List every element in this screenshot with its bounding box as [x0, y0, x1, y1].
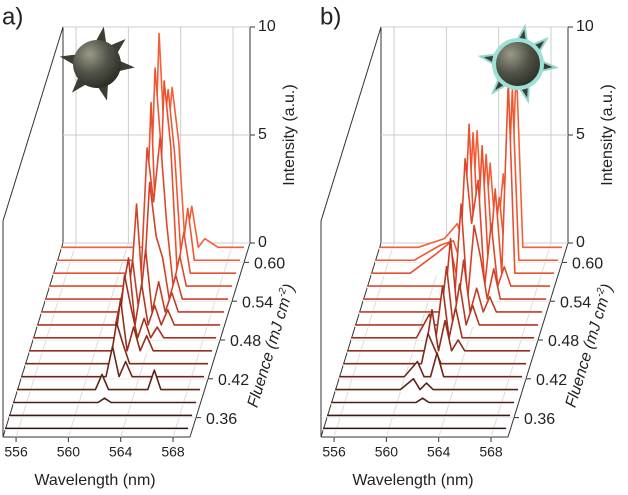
spectrum-line [351, 285, 535, 339]
z-tick-label: 0.42 [536, 372, 567, 389]
trace-fill [29, 298, 213, 353]
x-axis-label: Wavelength (nm) [352, 472, 473, 489]
z-axis-label-sup: -2 [594, 286, 607, 298]
spectrum-line [13, 397, 197, 404]
trace-fill [17, 370, 201, 392]
spectrum-line [339, 352, 523, 378]
sphere [492, 38, 544, 90]
y-tick-label: 10 [576, 18, 594, 35]
z-tick-label: 0.54 [560, 294, 591, 311]
panel-label: b) [320, 3, 341, 30]
trace-fill [331, 398, 515, 405]
y-tick-label: 5 [258, 126, 267, 143]
spectrum-line [17, 369, 201, 391]
trace-fill [25, 322, 209, 366]
spectrum-line [367, 157, 551, 287]
x-tick-label: 568 [479, 444, 503, 460]
z-tick-label: 0.36 [206, 411, 237, 428]
spectrum-line [33, 274, 217, 339]
trace-fill [13, 398, 197, 405]
trace-fill [371, 80, 555, 276]
spectrum-line [41, 248, 225, 313]
spectrum-line [363, 203, 547, 300]
z-tick-label: 0.60 [254, 256, 285, 273]
trace-fill [45, 182, 229, 302]
y-tick-label: 0 [576, 234, 585, 251]
z-axis-label-part: ) [280, 282, 298, 294]
spectrum-line [25, 321, 209, 365]
y-axis-label: Intensity (a.u.) [281, 84, 298, 185]
z-axis-label-part: Fluence (mJ cm [245, 296, 295, 410]
left-wall [2, 26, 64, 438]
spectrum-line [37, 257, 221, 326]
spectrum-line [335, 377, 519, 391]
x-tick-label: 560 [57, 444, 81, 460]
z-tick-label: 0.36 [524, 411, 555, 428]
left-wall [320, 26, 382, 438]
nanoparticle-inset [59, 26, 135, 101]
x-tick-label: 564 [109, 444, 133, 460]
trace-fill [33, 275, 217, 340]
z-tick-label: 0.48 [548, 333, 579, 350]
y-tick-label: 5 [576, 126, 585, 143]
trace-fill [351, 286, 535, 340]
x-axis-label: Wavelength (nm) [34, 472, 155, 489]
spectrum-line [331, 397, 515, 404]
spectrum-line [29, 298, 213, 352]
spectrum-line [49, 136, 233, 287]
z-axis-label-sup: -2 [276, 286, 289, 298]
trace-fill [359, 238, 543, 315]
z-tick-label: 0.42 [218, 372, 249, 389]
x-tick-label: 556 [4, 444, 28, 460]
spike [116, 59, 135, 72]
panel-label: a) [2, 3, 23, 30]
y-tick-label: 0 [258, 234, 267, 251]
z-tick-label: 0.60 [572, 256, 603, 273]
sphere [73, 40, 121, 88]
nanoparticle-inset [477, 23, 559, 104]
x-tick-label: 556 [322, 444, 346, 460]
spectrum-line [45, 181, 229, 300]
x-tick-label: 560 [375, 444, 399, 460]
z-axis-label-part: Fluence (mJ cm [563, 296, 613, 410]
trace-fill [21, 346, 205, 379]
z-tick-label: 0.48 [230, 333, 261, 350]
x-tick-label: 564 [427, 444, 451, 460]
y-axis-label: Intensity (a.u.) [599, 84, 616, 185]
z-axis-label-part: ) [598, 282, 616, 294]
spectrum-line [347, 308, 531, 352]
z-tick-label: 0.54 [242, 294, 273, 311]
trace-fill [335, 378, 519, 392]
x-tick-label: 568 [161, 444, 185, 460]
trace-fill [41, 249, 225, 315]
spectrum-line [21, 345, 205, 378]
y-tick-label: 10 [258, 18, 276, 35]
trace-fill [355, 266, 539, 328]
